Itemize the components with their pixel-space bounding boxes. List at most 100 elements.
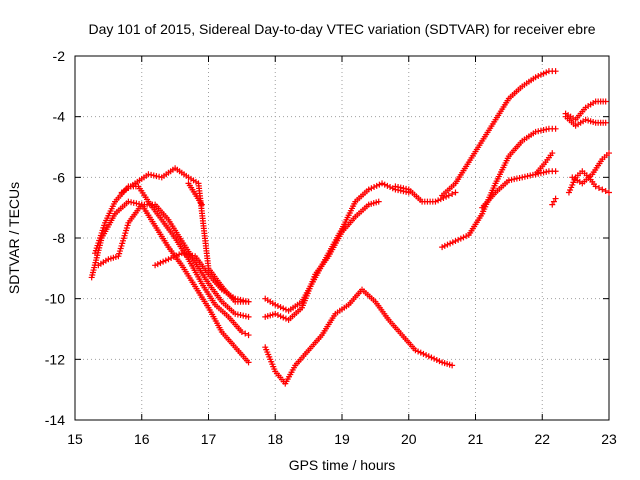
data-point [602, 187, 609, 194]
data-point [529, 171, 536, 178]
data-point [543, 168, 550, 175]
data-point [162, 257, 169, 264]
data-point [552, 68, 559, 75]
series-arc16 [562, 98, 609, 123]
y-tick-label: -4 [53, 109, 66, 125]
data-point [272, 310, 279, 317]
data-point [540, 169, 547, 176]
data-point [599, 186, 606, 193]
data-point [186, 251, 193, 258]
data-point [152, 262, 159, 269]
data-point [245, 332, 252, 339]
data-point [513, 175, 520, 182]
series-arc1 [88, 198, 252, 366]
data-point [173, 252, 180, 259]
data-point [237, 312, 244, 319]
data-point [168, 255, 175, 262]
series-arc15 [549, 195, 559, 208]
series-arc9 [262, 198, 382, 323]
series-arc14 [532, 150, 556, 178]
data-point [245, 359, 252, 366]
data-point [392, 183, 399, 190]
data-point [272, 301, 279, 308]
data-point [376, 181, 383, 188]
y-tick-label: -10 [45, 291, 65, 307]
data-point [379, 180, 386, 187]
data-point [437, 196, 444, 203]
data-point [181, 250, 188, 257]
x-axis-label: GPS time / hours [289, 457, 396, 473]
x-tick-label: 15 [67, 431, 83, 447]
data-point [417, 349, 424, 356]
data-point [176, 251, 183, 258]
data-point [184, 251, 191, 258]
data-point [549, 150, 556, 157]
data-point [130, 199, 137, 206]
data-point [178, 250, 185, 257]
data-point [445, 192, 452, 199]
data-point [153, 173, 160, 180]
y-axis-label: SDTVAR / TECUs [6, 182, 22, 294]
data-point [433, 356, 440, 363]
data-point [435, 197, 442, 204]
tick-layer: 15 16 17 18 19 20 21 22 23 -14 -12 -10 -8 -6 -4 -2 [45, 48, 617, 447]
series-arc8 [262, 180, 412, 314]
data-point [452, 189, 459, 196]
data-point [532, 74, 539, 81]
data-point [519, 174, 526, 181]
data-point [540, 127, 547, 134]
series-arc18 [565, 168, 612, 196]
data-point [543, 126, 550, 133]
series-arc5 [152, 250, 252, 305]
data-point [415, 348, 422, 355]
data-point [463, 233, 470, 240]
data-point [245, 313, 252, 320]
data-point [245, 298, 252, 305]
data-point [242, 330, 249, 337]
data-point [537, 127, 544, 134]
data-point [403, 185, 410, 192]
series-arc3 [95, 201, 252, 320]
data-point [602, 98, 609, 105]
x-tick-label: 17 [201, 431, 217, 447]
series-arc10 [392, 183, 459, 205]
data-layer [88, 68, 612, 387]
data-point [508, 176, 515, 183]
data-point [552, 195, 559, 202]
data-point [234, 296, 241, 303]
grid-layer [75, 56, 609, 420]
data-point [150, 172, 157, 179]
data-point [516, 174, 523, 181]
data-point [400, 185, 407, 192]
y-tick-label: -6 [53, 169, 66, 185]
data-point [412, 347, 419, 354]
data-point [423, 352, 430, 359]
data-point [368, 185, 375, 192]
data-point [425, 353, 432, 360]
data-point [550, 198, 557, 205]
data-point [277, 313, 284, 320]
data-point [449, 362, 456, 369]
data-point [602, 119, 609, 126]
data-point [449, 239, 456, 246]
data-point [420, 350, 427, 357]
data-point [133, 200, 140, 207]
data-point [242, 313, 249, 320]
data-point [371, 184, 378, 191]
data-point [540, 70, 547, 77]
data-point [447, 240, 454, 247]
data-point [373, 182, 380, 189]
data-point [428, 354, 435, 361]
data-point [432, 198, 439, 205]
data-point [189, 252, 196, 259]
data-point [452, 238, 459, 245]
data-point [543, 69, 550, 76]
data-point [524, 173, 531, 180]
data-point [234, 311, 241, 318]
series-arc19 [569, 150, 612, 187]
x-tick-label: 18 [267, 431, 283, 447]
data-point [387, 184, 394, 191]
data-point [552, 125, 559, 132]
data-point [455, 236, 462, 243]
